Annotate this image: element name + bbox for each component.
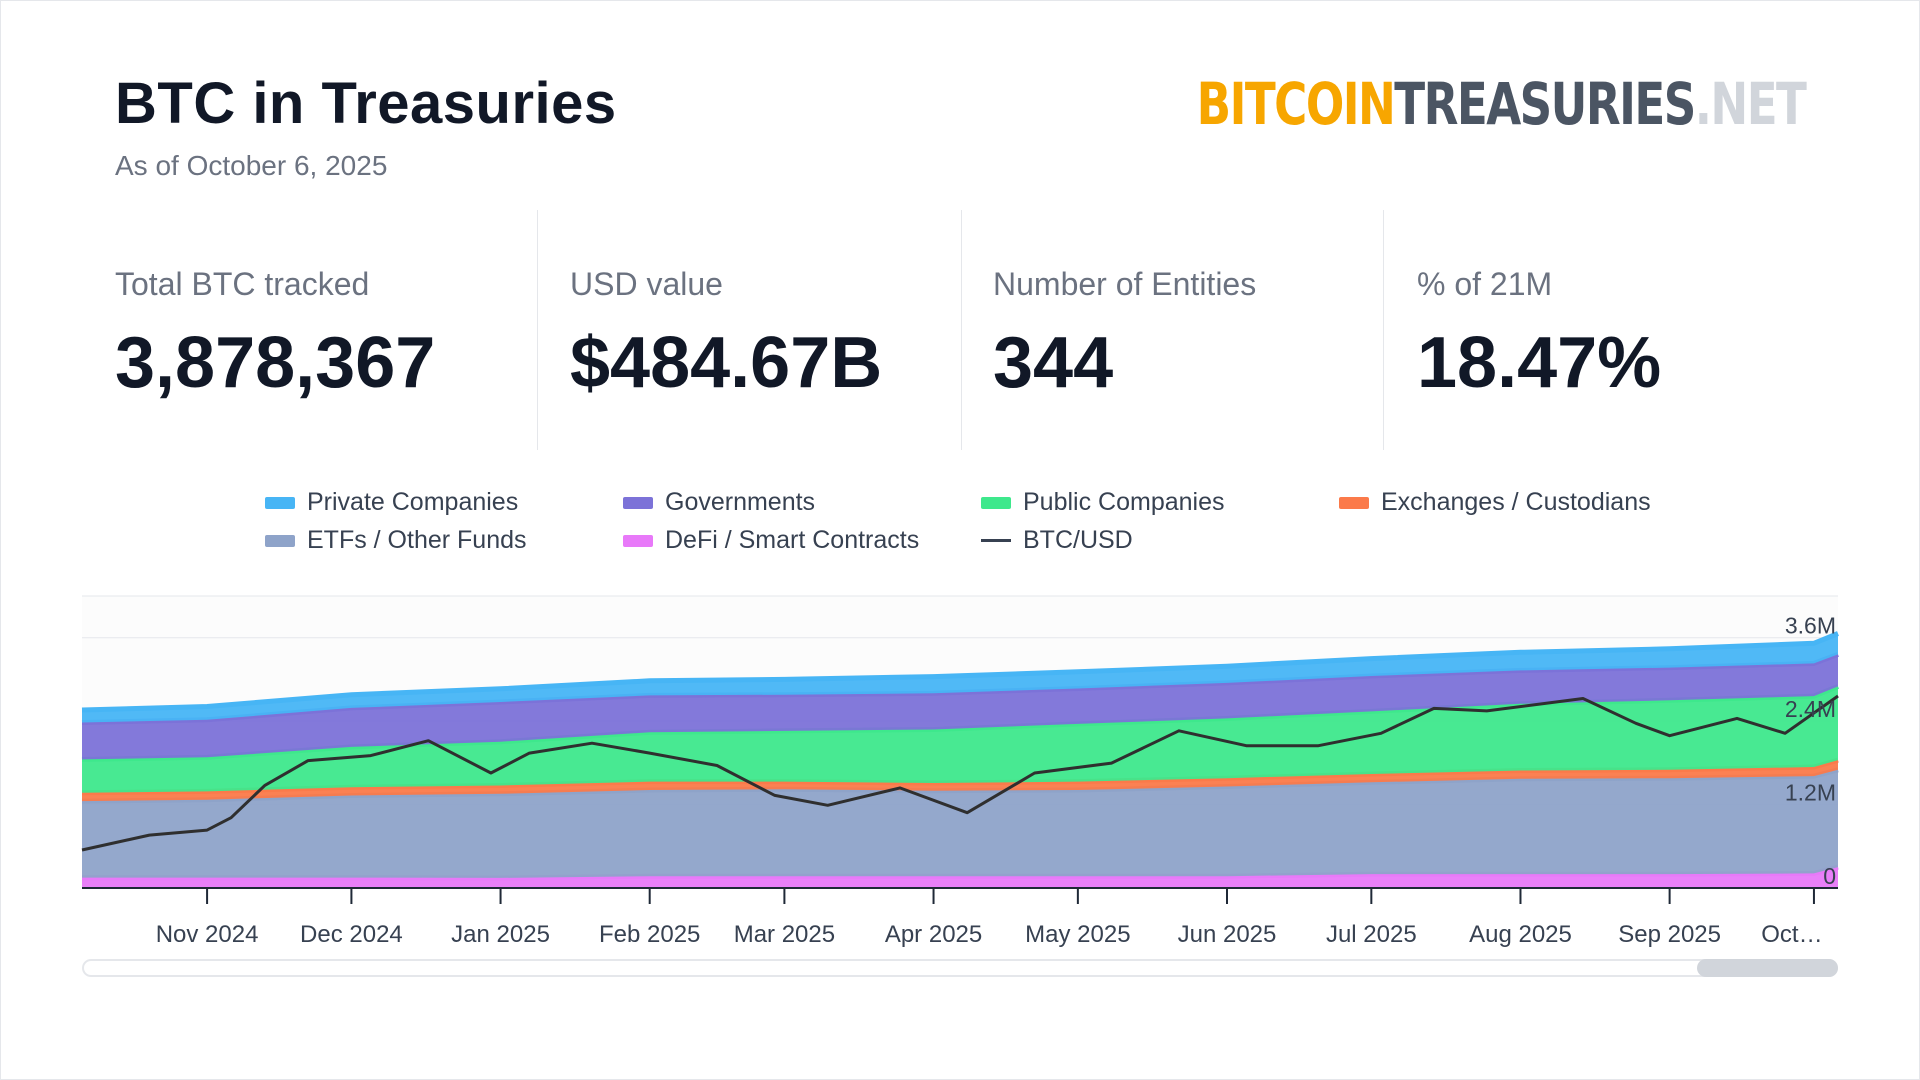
legend-swatch <box>981 496 1011 509</box>
stat-divider <box>537 210 538 450</box>
page-title: BTC in Treasuries <box>115 71 617 136</box>
x-tick-label: Aug 2025 <box>1469 921 1572 948</box>
x-tick-label: Sep 2025 <box>1618 921 1721 948</box>
chart-range-scrollbar-thumb[interactable] <box>1697 959 1838 977</box>
legend-label: Exchanges / Custodians <box>1381 488 1651 516</box>
legend-label: BTC/USD <box>1023 526 1133 554</box>
legend-item-etfs-other-funds[interactable]: ETFs / Other Funds <box>265 526 527 555</box>
logo-part-bitcoin: BITCOIN <box>1196 70 1395 138</box>
x-tick-label: May 2025 <box>1025 921 1130 948</box>
stat-label: % of 21M <box>1417 266 1553 302</box>
x-tick-label: Mar 2025 <box>734 921 835 948</box>
area-public-companies <box>82 686 1838 793</box>
stat-label: Number of Entities <box>993 266 1257 302</box>
stat-value: 344 <box>993 323 1114 403</box>
legend-swatch <box>623 534 653 547</box>
legend-label: Public Companies <box>1023 488 1225 516</box>
y-tick-label: 0 <box>1823 863 1836 889</box>
legend-item-governments[interactable]: Governments <box>623 488 815 517</box>
x-tick-label: Oct… <box>1761 921 1822 948</box>
x-tick-label: Nov 2024 <box>156 921 259 948</box>
legend-label: DeFi / Smart Contracts <box>665 526 920 554</box>
stats-row: Total BTC tracked 3,878,367 USD value $4… <box>115 210 1805 450</box>
x-tick-label: Jun 2025 <box>1178 921 1277 948</box>
bitcointreasuries-logo[interactable]: BITCOINTREASURIES.NET <box>1196 70 1806 138</box>
logo-part-treasuries: TREASURIES <box>1393 70 1696 138</box>
y-tick-label: 1.2M <box>1785 780 1836 806</box>
stat-divider <box>1383 210 1384 450</box>
chart-legend: Private Companies Governments Public Com… <box>265 488 1705 568</box>
chart-range-scrollbar[interactable] <box>82 959 1838 977</box>
x-tick-label: Dec 2024 <box>300 921 403 948</box>
stat-divider <box>961 210 962 450</box>
legend-swatch <box>623 496 653 509</box>
x-tick-label: Apr 2025 <box>885 921 982 948</box>
legend-swatch <box>1339 496 1369 509</box>
legend-item-private-companies[interactable]: Private Companies <box>265 488 518 517</box>
y-tick-label: 3.6M <box>1785 613 1836 639</box>
area-exchanges-custodians <box>82 760 1838 802</box>
x-tick-label: Feb 2025 <box>599 921 700 948</box>
stat-label: USD value <box>570 266 723 302</box>
legend-label: Governments <box>665 488 816 516</box>
legend-item-exchanges-custodians[interactable]: Exchanges / Custodians <box>1339 488 1651 517</box>
x-tick-label: Jan 2025 <box>451 921 550 948</box>
stat-value: $484.67B <box>570 323 883 403</box>
legend-swatch <box>265 534 295 547</box>
btc-usd-line <box>81 694 1839 852</box>
legend-item-public-companies[interactable]: Public Companies <box>981 488 1225 517</box>
area-etfs-other-funds <box>82 769 1838 878</box>
legend-line-swatch <box>981 539 1011 542</box>
legend-label: ETFs / Other Funds <box>307 526 527 554</box>
legend-label: Private Companies <box>307 488 519 516</box>
legend-swatch <box>265 496 295 509</box>
logo-part-net: .NET <box>1694 70 1806 138</box>
legend-item-btc-usd[interactable]: BTC/USD <box>981 526 1133 555</box>
y-tick-label: 2.4M <box>1785 696 1836 722</box>
area-governments <box>82 654 1838 760</box>
stat-label: Total BTC tracked <box>115 266 370 302</box>
as-of-date: As of October 6, 2025 <box>115 150 388 181</box>
x-tick-label: Jul 2025 <box>1326 921 1417 948</box>
stat-value: 3,878,367 <box>115 323 436 403</box>
area-edge-private-companies <box>81 631 1839 713</box>
legend-item-defi-smart-contracts[interactable]: DeFi / Smart Contracts <box>623 526 919 555</box>
stat-value: 18.47% <box>1417 323 1662 403</box>
